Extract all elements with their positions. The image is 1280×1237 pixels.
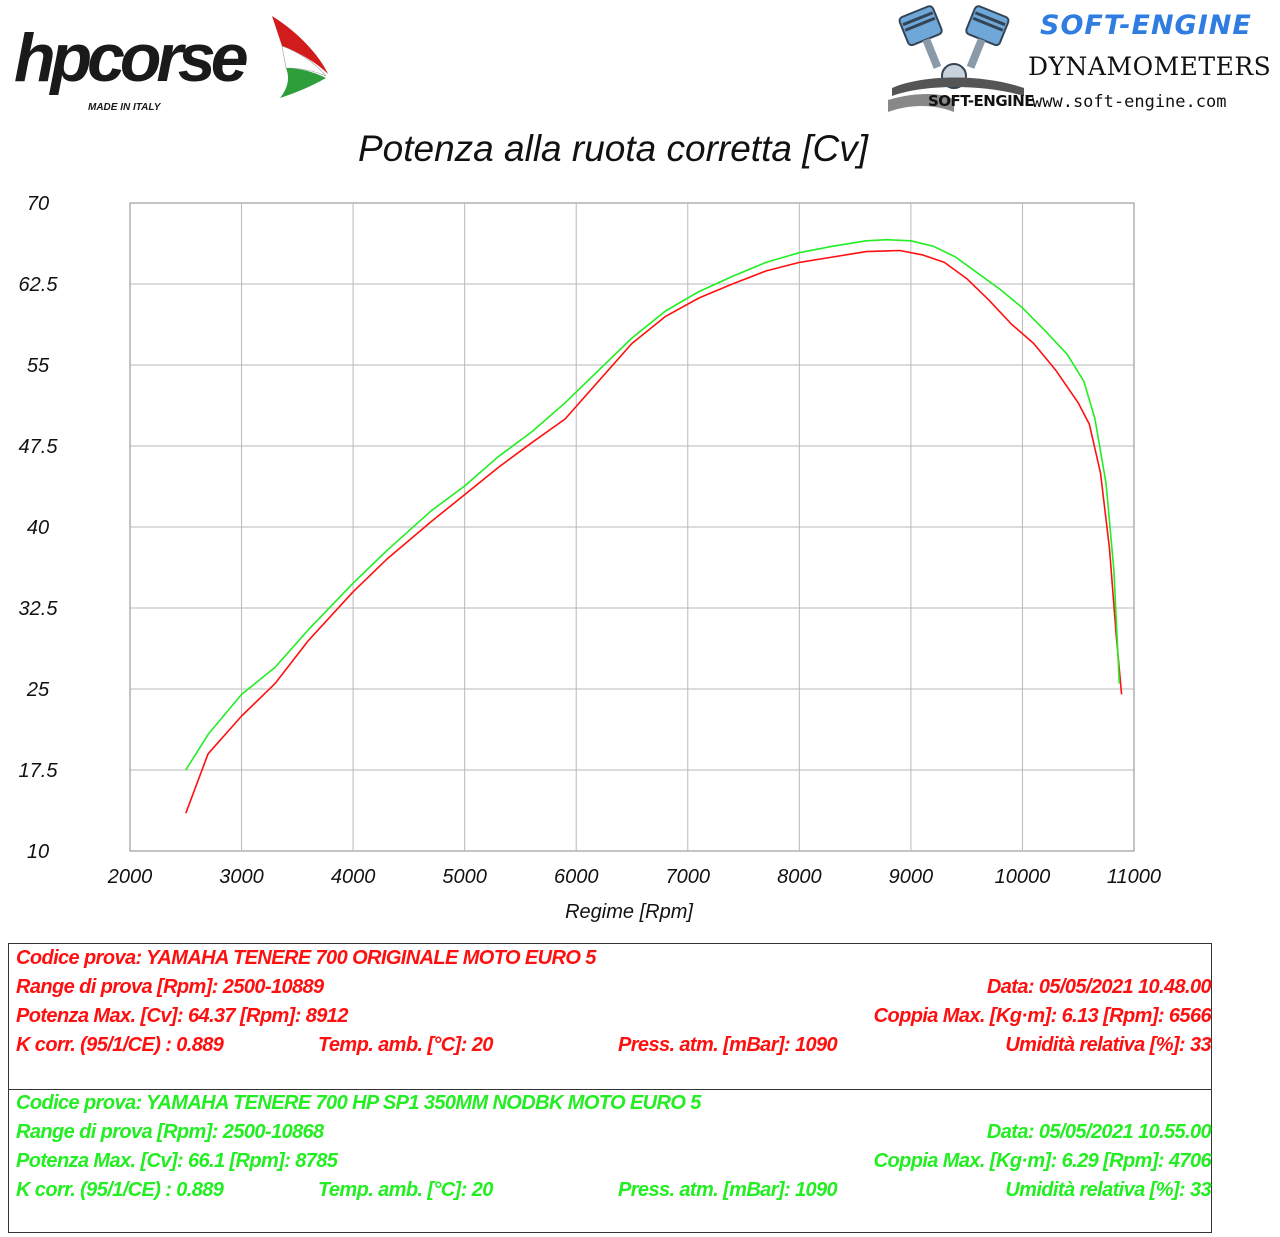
x-tick-label: 7000 xyxy=(666,866,711,888)
run-range: Range di prova [Rpm]: 2500-10889 xyxy=(16,976,324,998)
series-line-hp-exhaust xyxy=(185,238,1121,771)
series-lines xyxy=(185,238,1123,814)
run-date: Data: 05/05/2021 10.55.00 xyxy=(986,1121,1212,1143)
y-tick-label: 70 xyxy=(27,193,49,215)
run-torque: Coppia Max. [Kg·m]: 6.13 [Rpm]: 6566 xyxy=(873,1005,1212,1027)
x-tick-label: 8000 xyxy=(777,866,822,888)
x-tick-label: 2000 xyxy=(107,866,153,888)
x-tick-label: 5000 xyxy=(442,866,487,888)
run-range: Range di prova [Rpm]: 2500-10868 xyxy=(16,1121,324,1143)
v-twin-pistons-icon xyxy=(888,5,1024,112)
hpcorse-logo: hpcorse MADE IN ITALY xyxy=(6,6,336,116)
run-date: Data: 05/05/2021 10.48.00 xyxy=(986,976,1212,998)
x-tick-label: 10000 xyxy=(995,866,1051,888)
soft-engine-title: SOFT-ENGINE xyxy=(1040,10,1252,41)
soft-engine-url: www.soft-engine.com xyxy=(1032,92,1227,112)
x-tick-label: 3000 xyxy=(219,866,264,888)
y-tick-label: 25 xyxy=(26,679,50,701)
soft-engine-subtitle: DYNAMOMETERS xyxy=(1028,52,1272,81)
run-kcorr: K corr. (95/1/CE) : 0.889 xyxy=(16,1179,224,1201)
y-tick-label: 40 xyxy=(27,517,49,539)
hpcorse-tagline: MADE IN ITALY xyxy=(88,102,161,113)
hpcorse-wordmark: hpcorse xyxy=(14,20,249,96)
run-kcorr: K corr. (95/1/CE) : 0.889 xyxy=(16,1034,224,1056)
run-temp: Temp. amb. [°C]: 20 xyxy=(318,1179,493,1201)
info-divider xyxy=(8,1089,1212,1090)
x-tick-label: 6000 xyxy=(554,866,599,888)
y-tick-label: 47.5 xyxy=(19,436,59,458)
x-tick-label: 4000 xyxy=(331,866,376,888)
y-tick-label: 55 xyxy=(27,355,50,377)
y-axis-ticks: 10 17.5 25 32.5 40 47.5 55 62.5 70 xyxy=(19,193,59,863)
x-axis-ticks: 2000 3000 4000 5000 6000 7000 8000 9000 10000 110… xyxy=(107,866,1161,888)
soft-engine-small-wordmark: SOFT-ENGINE xyxy=(928,92,1035,110)
run-code: Codice prova: YAMAHA TENERE 700 ORIGINAL… xyxy=(16,947,596,969)
run-power: Potenza Max. [Cv]: 66.1 [Rpm]: 8785 xyxy=(16,1150,338,1172)
run-info-hp-exhaust: Codice prova: YAMAHA TENERE 700 HP SP1 3… xyxy=(16,1092,1212,1208)
x-axis-label: Regime [Rpm] xyxy=(565,901,693,923)
y-tick-label: 32.5 xyxy=(19,598,59,620)
run-humidity: Umidità relativa [%]: 33 xyxy=(1005,1179,1211,1201)
run-info-original: Codice prova: YAMAHA TENERE 700 ORIGINAL… xyxy=(16,947,1212,1063)
chart-title: Potenza alla ruota corretta [Cv] xyxy=(357,128,869,169)
run-press: Press. atm. [mBar]: 1090 xyxy=(618,1179,838,1201)
y-tick-label: 10 xyxy=(27,841,49,863)
series-line-original xyxy=(185,249,1123,814)
run-code: Codice prova: YAMAHA TENERE 700 HP SP1 3… xyxy=(16,1092,701,1114)
power-chart: 10 17.5 25 32.5 40 47.5 55 62.5 70 2000 3000 4000 5… xyxy=(19,193,1162,923)
y-tick-label: 62.5 xyxy=(19,274,59,296)
run-temp: Temp. amb. [°C]: 20 xyxy=(318,1034,493,1056)
y-tick-label: 17.5 xyxy=(19,760,59,782)
test-info-box xyxy=(8,943,1212,1233)
grid xyxy=(130,203,1134,851)
run-press: Press. atm. [mBar]: 1090 xyxy=(618,1034,838,1056)
x-tick-label: 11000 xyxy=(1107,866,1161,888)
x-tick-label: 9000 xyxy=(889,866,934,888)
italian-flag-swoosh-icon xyxy=(272,16,328,98)
run-power: Potenza Max. [Cv]: 64.37 [Rpm]: 8912 xyxy=(16,1005,348,1027)
run-humidity: Umidità relativa [%]: 33 xyxy=(1005,1034,1211,1056)
run-torque: Coppia Max. [Kg·m]: 6.29 [Rpm]: 4706 xyxy=(873,1150,1212,1172)
